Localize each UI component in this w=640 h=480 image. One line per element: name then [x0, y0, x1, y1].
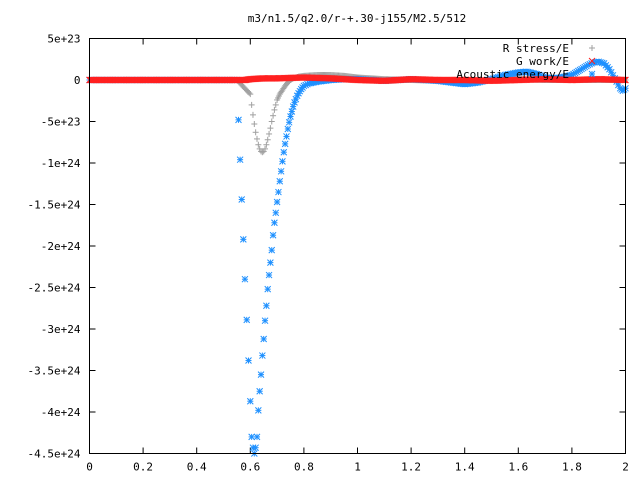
data-point	[253, 433, 261, 441]
data-point	[251, 120, 258, 127]
data-point	[263, 302, 270, 310]
data-point	[254, 406, 262, 414]
data-point	[284, 125, 292, 133]
data-point	[252, 444, 260, 452]
legend-label: R stress/E	[503, 42, 569, 55]
data-point	[238, 196, 246, 203]
x-axis-ticks: 0 0.2 0.4 0.6 0.8 1 1.2 1.4 1.6 1.8 2	[86, 38, 629, 474]
data-point	[280, 148, 288, 156]
y-tick-label: -2e+24	[41, 240, 81, 253]
y-tick-label: -1.5e+24	[28, 199, 81, 212]
x-tick-label: 0.4	[187, 461, 207, 474]
y-tick-label: -1e+24	[41, 157, 81, 170]
data-point	[273, 198, 281, 206]
data-point	[269, 231, 277, 239]
data-point	[255, 141, 262, 148]
data-point	[267, 125, 274, 132]
data-point	[259, 149, 266, 156]
data-point	[248, 101, 255, 108]
x-tick-label: 0.6	[240, 461, 260, 474]
data-point	[235, 116, 242, 124]
series-3	[86, 58, 629, 457]
x-tick-label: 1.8	[562, 461, 582, 474]
data-point	[621, 76, 628, 84]
plot-frame	[89, 38, 626, 454]
x-tick-label: 1.6	[508, 461, 528, 474]
data-point	[272, 209, 280, 217]
x-tick-label: 2	[622, 461, 629, 474]
data-point	[239, 236, 247, 243]
data-point	[275, 188, 282, 196]
x-tick-label: 0.8	[294, 461, 314, 474]
data-point	[289, 103, 297, 110]
data-point	[260, 335, 268, 343]
data-point	[248, 433, 255, 441]
data-point	[293, 92, 301, 100]
data-point	[257, 371, 265, 379]
y-tick-label: -4.5e+24	[28, 448, 81, 461]
data-point	[271, 106, 278, 113]
data-point	[277, 167, 285, 175]
data-point	[256, 387, 264, 395]
data-point	[263, 141, 270, 148]
data-point	[236, 156, 244, 164]
data-point	[261, 317, 269, 325]
legend-label: Acoustic energy/E	[456, 68, 569, 81]
x-tick-label: 1	[354, 461, 361, 474]
series-2	[86, 74, 629, 85]
legend-marker-glyph	[589, 45, 595, 51]
x-tick-label: 1.2	[401, 461, 421, 474]
legend-marker	[588, 70, 596, 78]
data-point	[259, 352, 266, 359]
data-point	[246, 397, 254, 405]
data-point	[272, 101, 279, 108]
data-point	[264, 285, 272, 293]
series-1	[86, 72, 629, 156]
data-point	[288, 108, 296, 115]
data-point	[249, 111, 256, 118]
y-tick-label: 0	[74, 74, 81, 87]
data-point	[247, 91, 254, 98]
data-point	[276, 177, 284, 185]
x-tick-label: 0	[86, 461, 93, 474]
legend-marker	[589, 45, 595, 51]
data-point	[268, 118, 275, 125]
data-point	[268, 246, 276, 254]
y-tick-label: -3.5e+24	[28, 365, 81, 378]
y-tick-label: -2.5e+24	[28, 282, 81, 295]
data-point	[287, 113, 294, 120]
data-point	[267, 259, 274, 266]
data-point	[246, 89, 253, 96]
y-axis-ticks: 5e+23 0 -5e+23 -1e+24 -1.5e+24 -2e+24 -2.5e+24…	[28, 33, 626, 461]
legend-label: G work/E	[516, 55, 569, 68]
data-point	[252, 129, 259, 136]
y-tick-label: 5e+23	[47, 33, 80, 46]
data-point	[271, 219, 278, 227]
data-point	[265, 271, 273, 279]
data-point	[270, 112, 277, 119]
y-tick-label: -4e+24	[41, 406, 81, 419]
data-point	[245, 357, 252, 364]
data-point	[262, 145, 269, 152]
data-point	[266, 130, 273, 137]
legend-marker	[588, 57, 596, 65]
legend-marker-glyph	[588, 70, 596, 78]
data-point	[264, 136, 271, 143]
data-point	[281, 140, 289, 148]
y-tick-label: -3e+24	[41, 323, 81, 336]
data-point	[283, 133, 290, 140]
data-point	[243, 316, 251, 324]
data-point	[241, 275, 249, 283]
chart-title: m3/n1.5/q2.0/r-+.30-j155/M2.5/512	[248, 12, 467, 25]
x-tick-label: 1.4	[455, 461, 475, 474]
y-tick-label: -5e+23	[41, 116, 81, 129]
data-point	[285, 118, 293, 126]
data-point	[279, 157, 286, 165]
data-point	[254, 135, 260, 142]
x-tick-label: 0.2	[133, 461, 153, 474]
plot-series	[86, 58, 629, 457]
legend-marker-glyph	[588, 57, 596, 65]
